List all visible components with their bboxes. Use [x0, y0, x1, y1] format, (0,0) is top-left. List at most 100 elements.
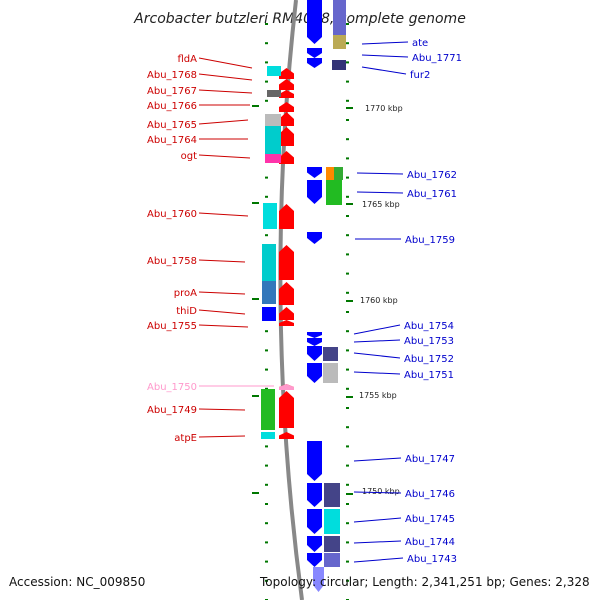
tick-mark [265, 579, 268, 582]
gene-arrow-reverse [307, 483, 322, 507]
cog-box [262, 244, 276, 281]
leader-line [353, 324, 401, 335]
scale-label: 1755 kbp [359, 391, 397, 400]
leader-line [353, 339, 401, 343]
tick-mark-major [252, 202, 259, 204]
forward-gene-label: proA [174, 288, 197, 299]
tick-mark [346, 215, 349, 217]
reverse-gene-label: ate [412, 38, 428, 49]
gene-arrow-reverse [307, 363, 322, 383]
gene-arrow-forward [279, 391, 294, 428]
gene-arrow-forward [279, 79, 294, 90]
tick-mark [346, 157, 349, 160]
leader-line [198, 89, 253, 94]
forward-gene-label: Abu_1760 [147, 209, 197, 220]
gene-arrow-forward [279, 151, 294, 164]
tick-mark [346, 464, 349, 467]
reverse-gene-label: Abu_1759 [405, 235, 455, 246]
map-title: Arcobacter butzleri RM4018, complete gen… [133, 11, 466, 27]
leader-line [198, 435, 246, 438]
gene-arrow-reverse [307, 180, 322, 204]
tick-mark [346, 138, 349, 141]
forward-gene-label: ogt [181, 151, 197, 162]
leader-line [198, 408, 246, 411]
gene-arrow-forward [279, 384, 294, 390]
gene-arrow-reverse [307, 346, 322, 361]
scale-labels: 1770 kbp 1765 kbp 1760 kbp 1755 kbp 1750 kbp [359, 104, 403, 496]
reverse-gene-label: Abu_1752 [404, 354, 454, 365]
reverse-gene-label: Abu_1754 [404, 321, 454, 332]
scale-label: 1760 kbp [360, 296, 398, 305]
forward-gene-label: Abu_1758 [147, 256, 197, 267]
forward-gene-label: Abu_1765 [147, 120, 197, 131]
cog-box [265, 126, 281, 154]
reverse-gene-label: Abu_1753 [404, 336, 454, 347]
reverse-gene-label: Abu_1744 [405, 537, 455, 548]
tick-mark [346, 330, 349, 333]
tick-mark [346, 119, 349, 121]
tick-mark-major [252, 105, 259, 107]
cog-box [332, 60, 346, 70]
leader-line [353, 557, 404, 563]
cog-box [265, 114, 281, 126]
tick-mark [346, 560, 349, 563]
leader-line [198, 259, 246, 263]
gene-arrow-reverse [307, 509, 322, 534]
tick-mark [346, 483, 349, 486]
forward-gene-label: Abu_1768 [147, 70, 197, 81]
tick-mark [346, 387, 349, 390]
leader-line [198, 119, 249, 125]
tick-mark [346, 234, 349, 237]
cog-box [262, 307, 276, 321]
gene-arrow-reverse [307, 167, 322, 178]
cog-box [265, 154, 281, 163]
reverse-gene-label: Abu_1743 [407, 554, 457, 565]
gene-arrow-forward [279, 320, 294, 326]
gene-arrow-reverse [307, 536, 322, 552]
tick-mark-major [252, 298, 259, 300]
cog-box [263, 203, 277, 229]
forward-gene-label: thiD [176, 306, 197, 317]
forward-gene-label: Abu_1755 [147, 321, 197, 332]
gene-arrow-forward [279, 102, 294, 112]
gene-arrow-reverse [313, 567, 324, 592]
gene-arrow-forward [279, 90, 294, 98]
leader-line [353, 457, 402, 462]
gene-arrow-reverse [307, 48, 322, 58]
gene-arrow-forward [279, 432, 294, 439]
tick-mark [265, 349, 268, 352]
gene-arrow-forward [279, 282, 294, 305]
cog-box [324, 483, 340, 507]
cog-box [267, 90, 281, 97]
tick-mark [265, 23, 268, 25]
cog-box [334, 167, 343, 180]
tick-mark [265, 330, 268, 333]
gene-arrow-reverse [307, 332, 322, 338]
tick-mark [346, 522, 349, 525]
gene-arrow-reverse [307, 0, 322, 44]
tick-mark [346, 503, 349, 505]
cog-box [324, 509, 340, 534]
tick-mark-major [346, 203, 353, 205]
gene-arrow-reverse [307, 338, 322, 346]
leader-line [353, 517, 402, 523]
reverse-gene-label: fur2 [410, 70, 430, 81]
tick-mark-major [346, 300, 353, 302]
tick-mark [265, 560, 268, 563]
tick-mark-major [346, 493, 353, 495]
forward-gene-label: atpE [174, 433, 197, 444]
gene-arrow-forward [279, 127, 294, 146]
tick-mark-major [252, 492, 259, 494]
leader-line [353, 352, 401, 359]
cog-box [326, 167, 334, 180]
tick-mark [265, 464, 268, 467]
gene-arrow-reverse [307, 58, 322, 68]
leader-line [356, 172, 404, 175]
forward-gene-label: Abu_1767 [147, 86, 197, 97]
tick-mark [265, 195, 268, 198]
gene-arrow-forward [279, 307, 294, 320]
accession-text: Accession: NC_009850 [9, 575, 146, 589]
tick-mark [346, 541, 349, 544]
leader-line [356, 191, 404, 194]
